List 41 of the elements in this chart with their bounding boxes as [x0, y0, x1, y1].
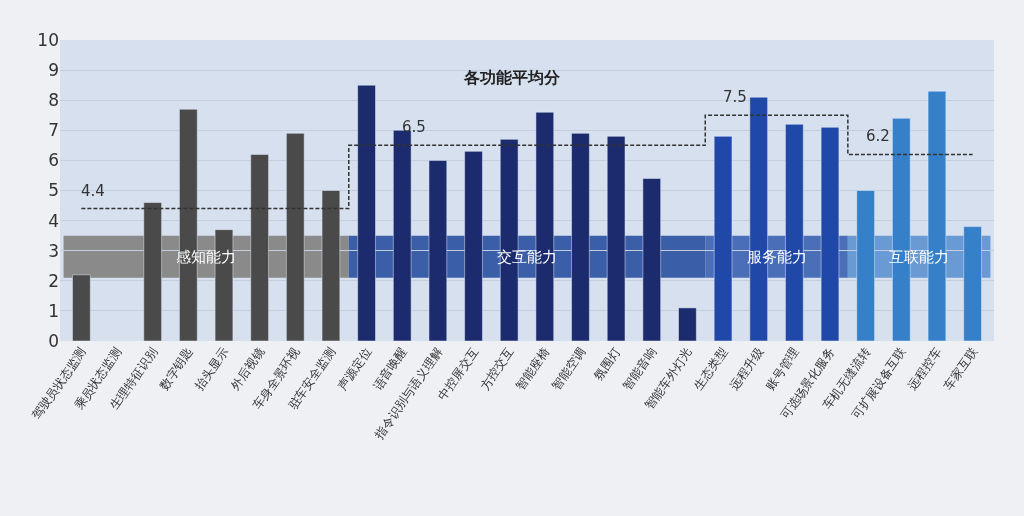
bar — [820, 127, 840, 341]
y-tick-label: 7 — [48, 120, 59, 141]
y-tick-label: 4 — [48, 210, 59, 231]
annotation: 7.5 — [723, 88, 747, 106]
bar — [393, 130, 412, 341]
band-label: 服务能力 — [747, 248, 807, 266]
bar — [321, 190, 341, 341]
bar — [606, 136, 626, 341]
x-tick-label: 抬头显示 — [192, 345, 232, 393]
bar — [286, 133, 305, 341]
bar — [72, 274, 91, 341]
y-tick-label: 6 — [48, 150, 59, 171]
y-tick-label: 8 — [48, 90, 59, 111]
bar — [713, 136, 733, 341]
x-tick-label: 氛围灯 — [591, 345, 624, 383]
band-label: 交互能力 — [497, 248, 557, 266]
bar — [856, 190, 875, 341]
y-tick-label: 1 — [48, 300, 59, 321]
y-tick-label: 2 — [48, 270, 59, 291]
annotation: 6.5 — [402, 118, 426, 136]
annotation: 6.2 — [866, 127, 890, 145]
bar — [642, 178, 661, 341]
bar — [357, 84, 376, 341]
band-label: 感知能力 — [176, 248, 236, 266]
bar — [678, 307, 697, 341]
bar — [963, 226, 982, 341]
x-tick-label: 远程升级 — [727, 345, 767, 393]
x-tick-label: 车家互联 — [940, 345, 980, 393]
bar — [143, 202, 162, 341]
y-tick-label: 9 — [48, 60, 59, 81]
bar — [571, 133, 590, 341]
text: 各功能平均分 — [463, 68, 561, 88]
bar — [464, 151, 483, 341]
y-tick-label: 5 — [48, 180, 59, 201]
bar — [250, 154, 269, 341]
bar — [428, 160, 448, 341]
y-tick-label: 10 — [37, 29, 59, 50]
y-tick-label: 3 — [48, 240, 59, 261]
band-label: 互联能力 — [889, 248, 949, 266]
y-tick-label: 0 — [48, 330, 59, 351]
annotation: 4.4 — [81, 182, 105, 200]
